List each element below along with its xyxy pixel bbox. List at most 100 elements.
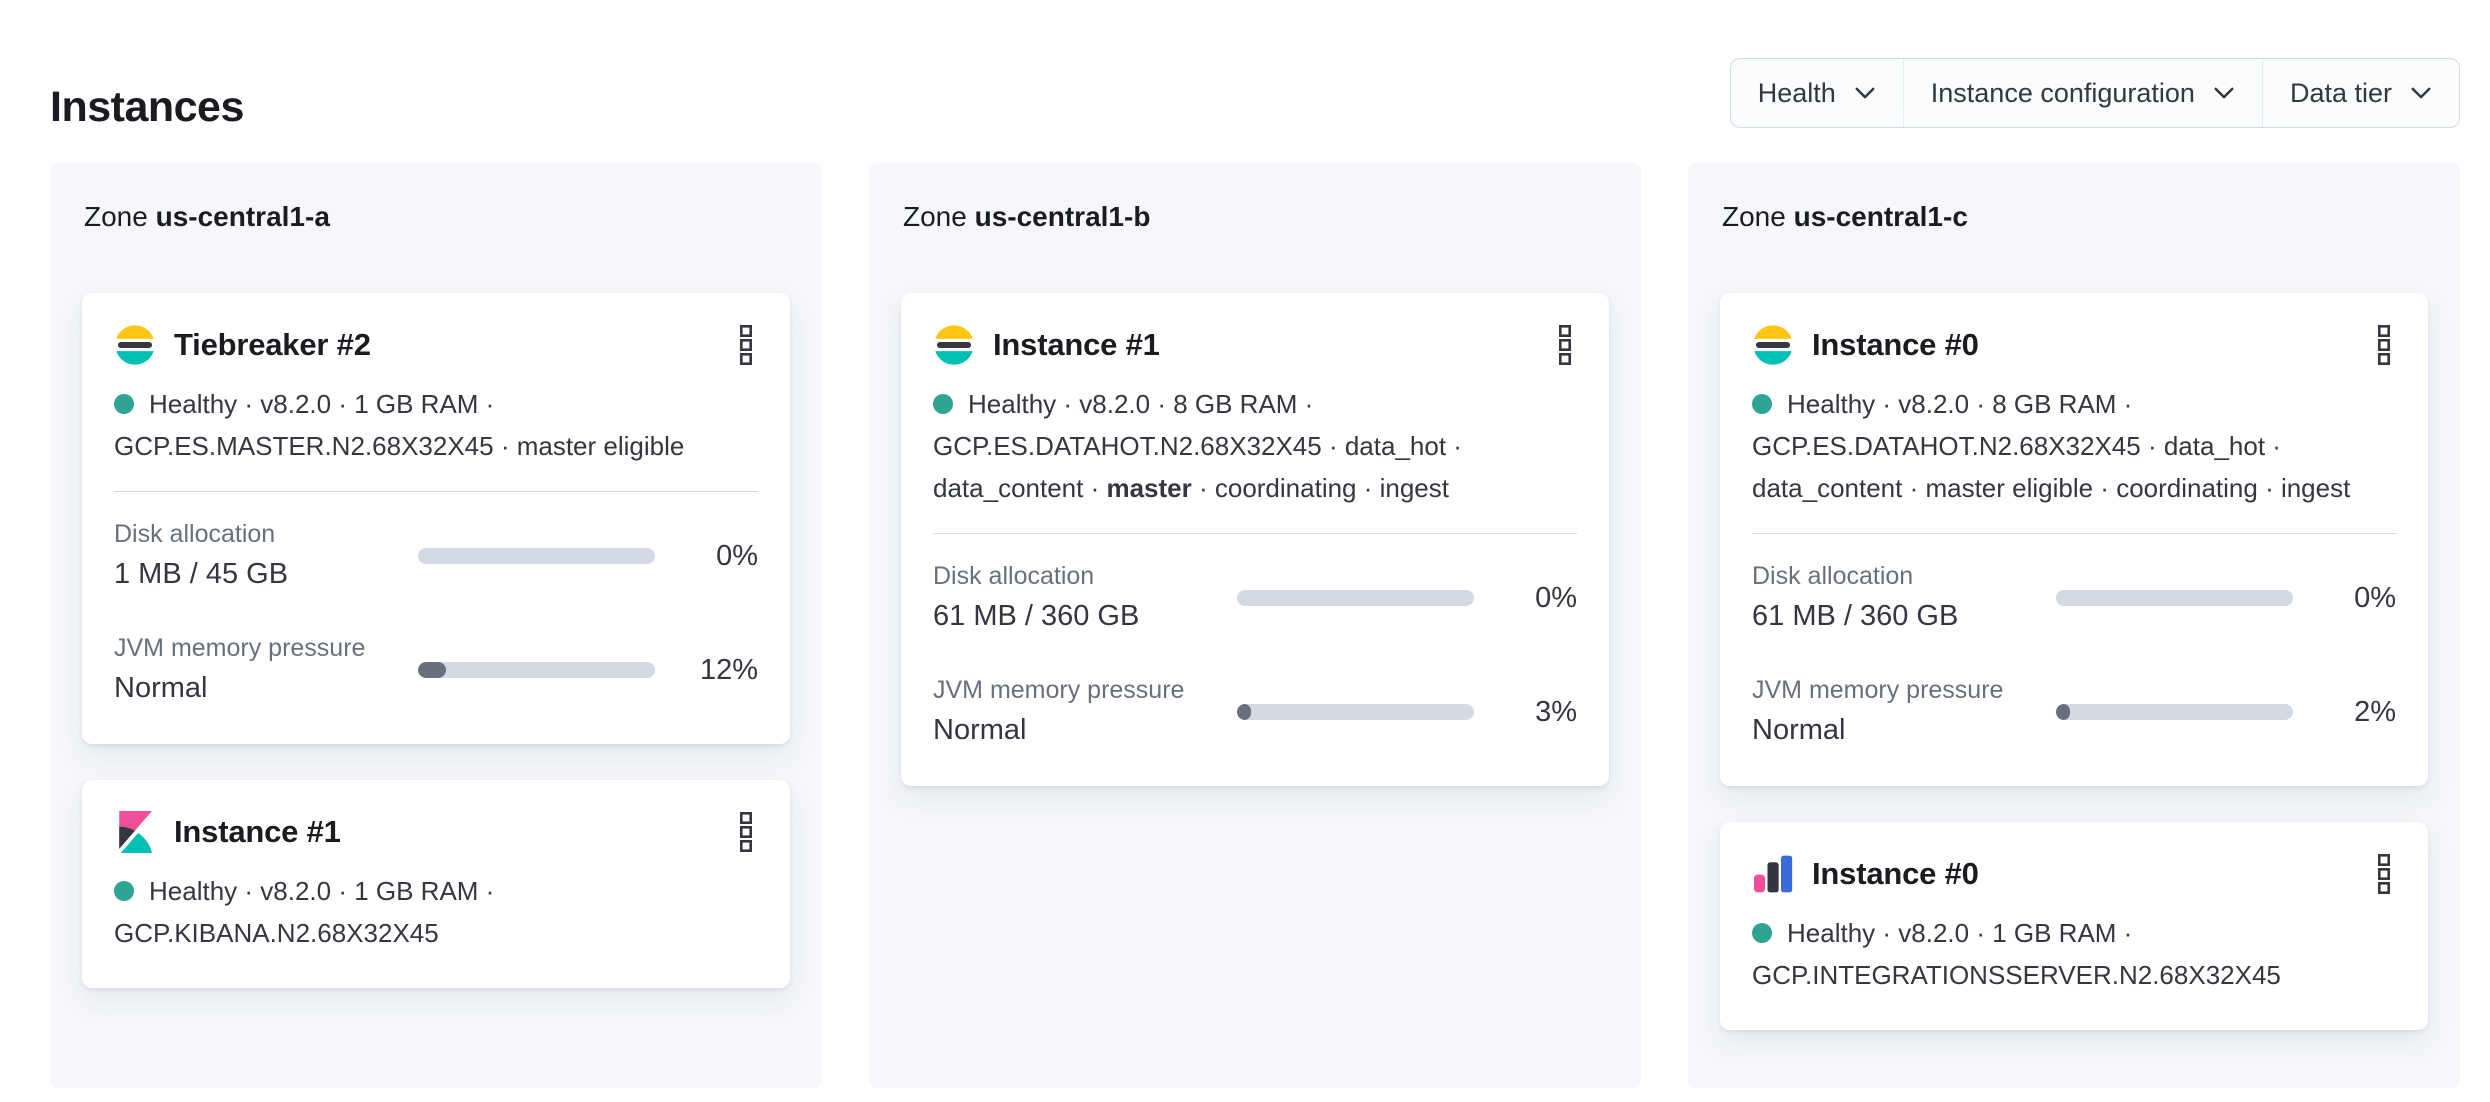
card-divider bbox=[933, 533, 1577, 534]
zone-header: Zone us-central1-c bbox=[1722, 197, 2428, 237]
meta-line: Healthy · v8.2.0 · 1 GB RAM · bbox=[1752, 912, 2396, 954]
elasticsearch-logo bbox=[933, 324, 975, 366]
health-dot bbox=[1752, 923, 1772, 943]
filter-button[interactable]: Health bbox=[1731, 59, 1903, 127]
meta-text: · coordinating · ingest bbox=[1191, 473, 1449, 503]
metric-value: Normal bbox=[114, 672, 208, 704]
card-metrics: Disk allocation 61 MB / 360 GB 0% JVM me… bbox=[1752, 558, 2396, 752]
metric-row: JVM memory pressure Normal 2% bbox=[1752, 672, 2396, 752]
card-title: Tiebreaker #2 bbox=[174, 327, 371, 362]
instance-card: Instance #1 Healthy · v8.2.0 · 8 GB RAM … bbox=[901, 293, 1609, 786]
metric-percent: 3% bbox=[1535, 695, 1577, 728]
card-meta: Healthy · v8.2.0 · 1 GB RAM · GCP.INTEGRA… bbox=[1752, 912, 2396, 996]
meta-line: GCP.KIBANA.N2.68X32X45 bbox=[114, 912, 758, 954]
instance-menu-button[interactable] bbox=[734, 323, 758, 367]
zone-label: Zone bbox=[84, 201, 148, 232]
card-header: Instance #0 bbox=[1752, 323, 2396, 367]
progress-fill bbox=[1237, 704, 1251, 720]
zone-cards: Instance #0 Healthy · v8.2.0 · 8 GB RAM … bbox=[1720, 293, 2428, 1030]
zone-name: us-central1-a bbox=[155, 201, 330, 232]
instance-card: Instance #0 Healthy · v8.2.0 · 8 GB RAM … bbox=[1720, 293, 2428, 786]
metric-info: JVM memory pressure Normal bbox=[114, 630, 418, 710]
metric-label: Disk allocation bbox=[933, 562, 1095, 590]
card-title: Instance #1 bbox=[174, 814, 341, 849]
meta-line: GCP.ES.DATAHOT.N2.68X32X45 · data_hot · bbox=[1752, 425, 2396, 467]
integrations-server-logo bbox=[1752, 853, 1794, 895]
zone-header: Zone us-central1-a bbox=[84, 197, 790, 237]
card-divider bbox=[1752, 533, 2396, 534]
metric-row: Disk allocation 61 MB / 360 GB 0% bbox=[1752, 558, 2396, 638]
card-title: Instance #1 bbox=[993, 327, 1160, 362]
metric-percent: 0% bbox=[1535, 581, 1577, 614]
zone-name: us-central1-c bbox=[1793, 201, 1968, 232]
zones-container: Zone us-central1-a Tiebreaker #2 Healthy… bbox=[50, 163, 2460, 1088]
metric-row: JVM memory pressure Normal 12% bbox=[114, 630, 758, 710]
zone-name: us-central1-b bbox=[974, 201, 1151, 232]
card-divider bbox=[114, 491, 758, 492]
filter-label: Health bbox=[1757, 77, 1836, 108]
metric-percent: 12% bbox=[699, 653, 758, 686]
progress-fill bbox=[2056, 704, 2070, 720]
card-header: Instance #1 bbox=[114, 810, 758, 854]
card-title: Instance #0 bbox=[1812, 856, 1979, 891]
metric-label: JVM memory pressure bbox=[1752, 676, 2004, 704]
meta-text: Healthy · v8.2.0 · 1 GB RAM · bbox=[149, 389, 495, 419]
progress-bar bbox=[418, 662, 655, 678]
boxes-vertical-icon bbox=[2377, 325, 2390, 365]
meta-text: master bbox=[1106, 473, 1192, 503]
metric-info: Disk allocation 61 MB / 360 GB bbox=[1752, 558, 2056, 638]
meta-line: GCP.INTEGRATIONSSERVER.N2.68X32X45 bbox=[1752, 954, 2396, 996]
instance-menu-button[interactable] bbox=[1553, 323, 1577, 367]
card-title: Instance #0 bbox=[1812, 327, 1979, 362]
metric-value: 61 MB / 360 GB bbox=[933, 600, 1140, 632]
card-header: Tiebreaker #2 bbox=[114, 323, 758, 367]
card-meta: Healthy · v8.2.0 · 8 GB RAM · GCP.ES.DATA… bbox=[1752, 383, 2396, 509]
metric-value: Normal bbox=[933, 714, 1027, 746]
progress-bar bbox=[418, 548, 655, 564]
metric-percent: 0% bbox=[716, 539, 758, 572]
instance-menu-button[interactable] bbox=[2372, 852, 2396, 896]
meta-text: Healthy · v8.2.0 · 8 GB RAM · bbox=[1787, 389, 2133, 419]
metric-value: Normal bbox=[1752, 714, 1846, 746]
progress-bar bbox=[2056, 704, 2293, 720]
chevron-down-icon bbox=[1854, 82, 1876, 104]
metric-info: JVM memory pressure Normal bbox=[1752, 672, 2056, 752]
boxes-vertical-icon bbox=[739, 812, 752, 852]
metric-percent: 0% bbox=[2354, 581, 2396, 614]
meta-line: GCP.ES.MASTER.N2.68X32X45 · master eligi… bbox=[114, 425, 758, 467]
metric-label: Disk allocation bbox=[114, 520, 276, 548]
metric-row: JVM memory pressure Normal 3% bbox=[933, 672, 1577, 752]
instance-menu-button[interactable] bbox=[734, 810, 758, 854]
meta-line: data_content · master · coordinating · i… bbox=[933, 467, 1577, 509]
card-meta: Healthy · v8.2.0 · 1 GB RAM · GCP.ES.MAST… bbox=[114, 383, 758, 467]
metric-info: Disk allocation 1 MB / 45 GB bbox=[114, 516, 418, 596]
zone-column: Zone us-central1-c Instance #0 Healthy ·… bbox=[1688, 163, 2460, 1088]
meta-line: GCP.ES.DATAHOT.N2.68X32X45 · data_hot · bbox=[933, 425, 1577, 467]
meta-text: GCP.KIBANA.N2.68X32X45 bbox=[114, 918, 439, 948]
card-metrics: Disk allocation 1 MB / 45 GB 0% JVM memo… bbox=[114, 516, 758, 710]
progress-bar bbox=[1237, 704, 1474, 720]
filter-label: Data tier bbox=[2289, 77, 2392, 108]
card-header: Instance #1 bbox=[933, 323, 1577, 367]
meta-text: GCP.ES.DATAHOT.N2.68X32X45 · data_hot · bbox=[933, 431, 1462, 461]
meta-text: GCP.ES.MASTER.N2.68X32X45 · master eligi… bbox=[114, 431, 685, 461]
filter-button[interactable]: Instance configuration bbox=[1902, 59, 2262, 127]
meta-text: Healthy · v8.2.0 · 1 GB RAM · bbox=[1787, 918, 2133, 948]
zone-cards: Tiebreaker #2 Healthy · v8.2.0 · 1 GB RA… bbox=[82, 293, 790, 988]
filter-button[interactable]: Data tier bbox=[2261, 59, 2459, 127]
meta-line: data_content · master eligible · coordin… bbox=[1752, 467, 2396, 509]
meta-text: data_content · master eligible · coordin… bbox=[1752, 473, 2351, 503]
meta-line: Healthy · v8.2.0 · 1 GB RAM · bbox=[114, 383, 758, 425]
progress-bar bbox=[2056, 590, 2293, 606]
metric-percent: 2% bbox=[2354, 695, 2396, 728]
instance-menu-button[interactable] bbox=[2372, 323, 2396, 367]
progress-fill bbox=[418, 662, 447, 678]
meta-text: Healthy · v8.2.0 · 8 GB RAM · bbox=[968, 389, 1314, 419]
metric-row: Disk allocation 61 MB / 360 GB 0% bbox=[933, 558, 1577, 638]
boxes-vertical-icon bbox=[2377, 854, 2390, 894]
meta-line: Healthy · v8.2.0 · 8 GB RAM · bbox=[933, 383, 1577, 425]
metric-value: 1 MB / 45 GB bbox=[114, 558, 289, 590]
progress-bar bbox=[1237, 590, 1474, 606]
metric-label: Disk allocation bbox=[1752, 562, 1914, 590]
zone-column: Zone us-central1-b Instance #1 Healthy ·… bbox=[869, 163, 1641, 1088]
